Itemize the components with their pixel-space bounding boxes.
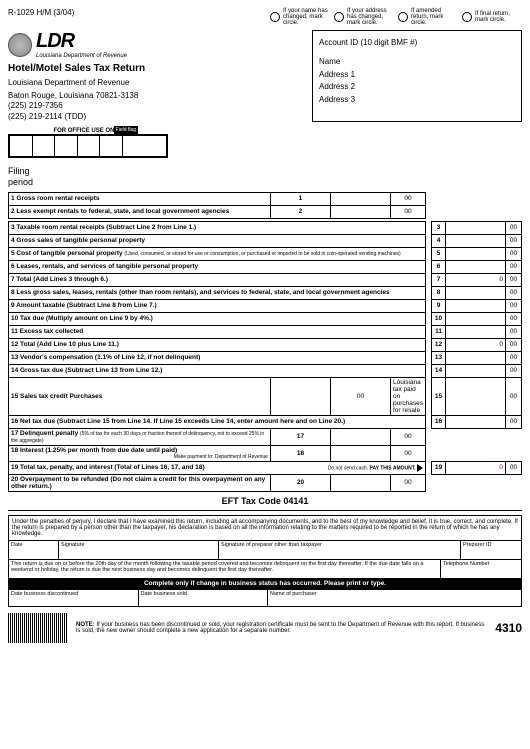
- office-use-strip: Field flag: [8, 134, 168, 158]
- logo-block: LDR Louisiana Department of Revenue Hote…: [8, 30, 208, 122]
- line-14: 14 Gross tax due (Subtract Line 13 from …: [9, 364, 426, 377]
- barcode-icon: [8, 613, 68, 643]
- triangle-icon: [417, 464, 423, 472]
- business-change-header: Complete only if change in business stat…: [9, 578, 521, 589]
- line-3-amount[interactable]: [446, 221, 506, 234]
- line-17: 17 Delinquent penalty (5% of tax for eac…: [9, 428, 271, 445]
- logo-abbr: LDR: [36, 30, 127, 53]
- address: Baton Rouge, Louisiana 70821-3138 (225) …: [8, 91, 208, 122]
- tax-table: 1 Gross room rental receipts100 2 Less e…: [8, 192, 522, 492]
- logo: LDR Louisiana Department of Revenue: [8, 30, 208, 59]
- line-19: 19 Total tax, penalty, and interest (Tot…: [9, 461, 426, 474]
- form-title: Hotel/Motel Sales Tax Return: [8, 63, 208, 74]
- account-header: Account ID (10 digit BMF #): [319, 37, 515, 50]
- line-4: 4 Gross sales of tangible personal prope…: [9, 234, 426, 247]
- circle-options: If your name has changed, mark circle. I…: [270, 8, 522, 26]
- business-change-row: Date business discontinued Date business…: [9, 589, 521, 606]
- form-id: R-1029 H/M (3/04): [8, 8, 74, 17]
- seal-icon: [8, 33, 32, 57]
- department: Louisiana Department of Revenue: [8, 78, 208, 87]
- circle-icon: [270, 12, 280, 22]
- telephone-field[interactable]: Telephone Number: [441, 560, 521, 578]
- line-5: 5 Cost of tangible personal property (Us…: [9, 247, 426, 260]
- form-number: 4310: [495, 621, 522, 635]
- sig-preparer[interactable]: Signature of preparer other than taxpaye…: [219, 541, 461, 559]
- circle-final[interactable]: If final return, mark circle.: [462, 8, 522, 26]
- line-18: 18 Interest (1.25% per month from due da…: [9, 445, 271, 461]
- perjury-text: Under the penalties of perjury, I declar…: [9, 516, 521, 541]
- circle-amended[interactable]: If amended return, mark circle.: [398, 8, 458, 26]
- note-text: NOTE: If your business has been disconti…: [76, 622, 487, 634]
- sig-date[interactable]: Date: [9, 541, 59, 559]
- line-16: 16 Net tax due (Subtract Line 15 from Li…: [9, 415, 426, 428]
- eft-code: EFT Tax Code 04141: [8, 492, 522, 511]
- sig-signature[interactable]: Signature: [59, 541, 219, 559]
- date-discontinued[interactable]: Date business discontinued: [9, 590, 139, 606]
- circle-address-changed[interactable]: If your address has changed, mark circle…: [334, 8, 394, 26]
- field-flag-boxes: [149, 136, 166, 154]
- field-flag-label: Field flag: [114, 126, 138, 134]
- top-row: R-1029 H/M (3/04) If your name has chang…: [8, 8, 522, 26]
- line-20: 20 Overpayment to be refunded (Do not cl…: [9, 474, 271, 491]
- line-9: 9 Amount taxable (Subtract Line 8 from L…: [9, 299, 426, 312]
- line-2: 2 Less exempt rentals to federal, state,…: [9, 205, 271, 218]
- perjury-box: Under the penalties of perjury, I declar…: [8, 515, 522, 607]
- line-3: 3 Taxable room rental receipts (Subtract…: [9, 221, 426, 234]
- circle-icon: [462, 12, 472, 22]
- line-2-amount[interactable]: [330, 205, 390, 218]
- line-6: 6 Leases, rentals, and services of tangi…: [9, 260, 426, 273]
- line-1: 1 Gross room rental receipts: [9, 192, 271, 205]
- line-13: 13 Vendor's compensation (1.1% of Line 1…: [9, 351, 426, 364]
- note-row: NOTE: If your business has been disconti…: [8, 613, 522, 643]
- line-8: 8 Less gross sales, leases, rentals (oth…: [9, 286, 426, 299]
- line-7: 7 Total (Add Lines 3 through 6.): [9, 273, 426, 286]
- circle-icon: [334, 12, 344, 22]
- header-row: LDR Louisiana Department of Revenue Hote…: [8, 30, 522, 122]
- line-11: 11 Excess tax collected: [9, 325, 426, 338]
- line-15: 15 Sales tax credit Purchases: [9, 377, 271, 415]
- line-10: 10 Tax due (Multiply amount on Line 9 by…: [9, 312, 426, 325]
- line-12: 12 Total (Add Line 10 plus Line 11.): [9, 338, 426, 351]
- signature-row: Date Signature Signature of preparer oth…: [9, 541, 521, 559]
- date-sold[interactable]: Date business sold: [139, 590, 269, 606]
- due-date-text: This return is due on or before the 20th…: [9, 560, 441, 578]
- filing-period-label: Filing period: [8, 166, 522, 188]
- circle-name-changed[interactable]: If your name has changed, mark circle.: [270, 8, 330, 26]
- circle-icon: [398, 12, 408, 22]
- account-box[interactable]: Account ID (10 digit BMF #) Name Address…: [312, 30, 522, 122]
- purchaser-name[interactable]: Name of purchaser: [268, 590, 521, 606]
- logo-sub: Louisiana Department of Revenue: [36, 53, 127, 59]
- line-1-amount[interactable]: [330, 192, 390, 205]
- sig-preparer-id[interactable]: Preparer ID: [461, 541, 521, 559]
